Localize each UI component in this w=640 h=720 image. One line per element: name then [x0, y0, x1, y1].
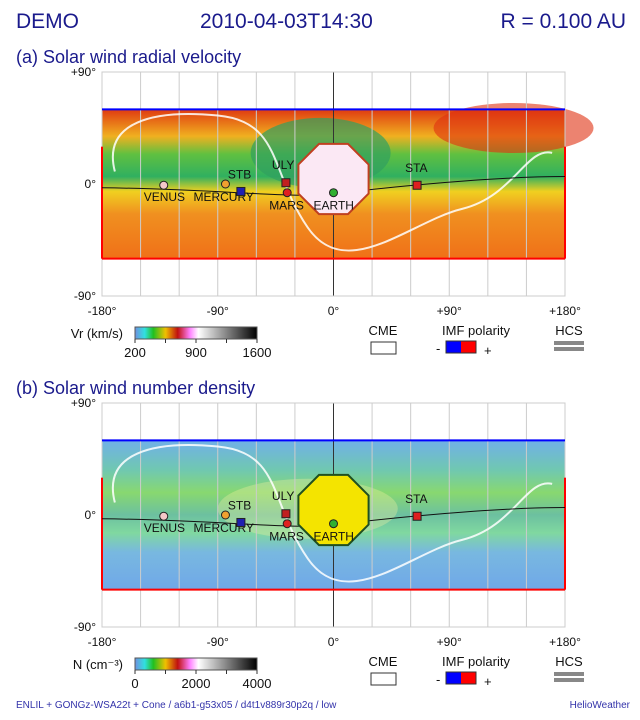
panel-b-title: (b) Solar wind number density	[16, 378, 256, 398]
cme-shape	[297, 473, 370, 547]
colorbar	[134, 326, 258, 340]
hcs-legend-line	[554, 347, 584, 351]
body-label-sta: STA	[405, 161, 427, 175]
colorbar-tick-label: 0	[131, 676, 138, 691]
x-tick-label: -90°	[207, 635, 229, 649]
body-label-earth: EARTH	[314, 199, 354, 213]
body-label-mars: MARS	[269, 199, 304, 213]
colorbar-label: Vr (km/s)	[71, 326, 123, 341]
colorbar-tick-label: 2000	[182, 676, 211, 691]
x-tick-label: +90°	[437, 304, 462, 318]
imf-legend-label: IMF polarity	[442, 654, 510, 669]
colorbar-tick-label: 1600	[243, 345, 272, 360]
imf-minus-label: -	[436, 672, 440, 687]
cme-legend-swatch	[370, 341, 397, 355]
y-tick-label: +90°	[71, 396, 96, 410]
imf-positive-swatch	[461, 341, 476, 353]
colorbar-tick-label: 200	[124, 345, 146, 360]
y-tick-label: 0°	[85, 177, 97, 191]
y-tick-label: +90°	[71, 65, 96, 79]
hcs-legend-line	[554, 341, 584, 345]
imf-plus-label: +	[484, 343, 492, 358]
imf-negative-swatch	[446, 341, 461, 353]
body-marker-mercury	[220, 510, 230, 520]
x-tick-label: +180°	[549, 304, 581, 318]
run-label: DEMO	[16, 10, 79, 33]
cme-legend-label: CME	[369, 323, 398, 338]
body-marker-venus	[159, 180, 169, 190]
body-marker-earth	[329, 519, 338, 529]
model-info: ENLIL + GONGz-WSA22t + Cone / a6b1-g53x0…	[16, 700, 337, 711]
cme-shape	[297, 142, 370, 216]
body-marker-uly	[281, 509, 291, 519]
colorbar-label: N (cm⁻³)	[73, 657, 123, 672]
cme-legend-label: CME	[369, 654, 398, 669]
y-tick-label: 0°	[85, 508, 97, 522]
x-tick-label: -90°	[207, 304, 229, 318]
body-marker-uly	[281, 178, 291, 188]
body-label-uly: ULY	[272, 158, 294, 172]
colorbar-tick-label: 900	[185, 345, 207, 360]
imf-minus-label: -	[436, 341, 440, 356]
imf-swatch-border	[445, 671, 477, 685]
panel-a-title: (a) Solar wind radial velocity	[16, 47, 242, 67]
imf-swatch-border	[445, 340, 477, 354]
x-tick-label: +180°	[549, 635, 581, 649]
brand-label: HelioWeather	[569, 700, 630, 711]
body-marker-venus	[159, 511, 169, 521]
colorbar-tick-label: 4000	[243, 676, 272, 691]
body-marker-mercury	[220, 179, 230, 189]
body-label-earth: EARTH	[314, 530, 354, 544]
hcs-line	[112, 113, 553, 252]
body-label-venus: VENUS	[144, 190, 185, 204]
x-tick-label: +90°	[437, 635, 462, 649]
hcs-legend-line	[554, 672, 584, 676]
imf-positive-swatch	[461, 672, 476, 684]
body-marker-stb	[236, 517, 246, 527]
x-tick-label: -180°	[88, 635, 117, 649]
hcs-legend-label: HCS	[555, 323, 583, 338]
body-marker-sta	[412, 180, 422, 190]
hcs-line	[112, 444, 553, 583]
body-marker-stb	[236, 186, 246, 196]
body-label-sta: STA	[405, 492, 427, 506]
body-label-uly: ULY	[272, 489, 294, 503]
body-marker-earth	[329, 188, 338, 198]
body-label-mars: MARS	[269, 530, 304, 544]
y-tick-label: -90°	[74, 289, 96, 303]
body-marker-mars	[282, 519, 292, 529]
imf-negative-swatch	[446, 672, 461, 684]
x-tick-label: -180°	[88, 304, 117, 318]
body-marker-sta	[412, 511, 422, 521]
x-tick-label: 0°	[328, 304, 340, 318]
imf-plus-label: +	[484, 674, 492, 689]
body-label-stb: STB	[228, 498, 251, 512]
y-tick-label: -90°	[74, 620, 96, 634]
body-label-stb: STB	[228, 167, 251, 181]
hcs-legend-line	[554, 678, 584, 682]
timestamp: 2010-04-03T14:30	[200, 10, 373, 33]
distance-label: R = 0.100 AU	[500, 10, 627, 33]
colorbar	[134, 657, 258, 671]
imf-legend-label: IMF polarity	[442, 323, 510, 338]
hcs-legend-label: HCS	[555, 654, 583, 669]
slow-wind-region	[433, 103, 594, 153]
cme-legend-swatch	[370, 672, 397, 686]
body-marker-mars	[282, 188, 292, 198]
x-tick-label: 0°	[328, 635, 340, 649]
body-label-venus: VENUS	[144, 521, 185, 535]
